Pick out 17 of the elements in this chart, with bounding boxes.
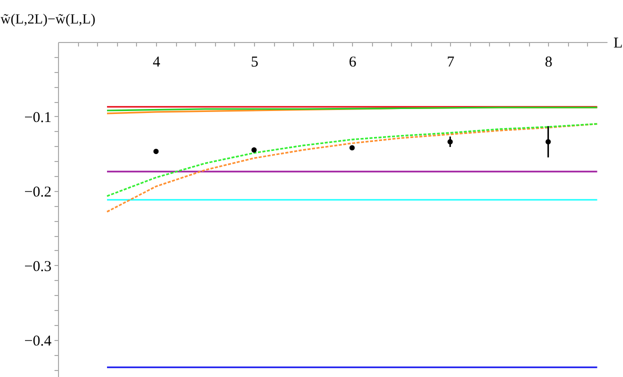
point <box>546 139 551 144</box>
point <box>447 139 453 144</box>
line-series <box>106 123 598 197</box>
y-tick-label: −0.3 <box>24 258 52 275</box>
x-tick-label: 6 <box>348 54 357 70</box>
x-tick-label: 7 <box>446 54 455 70</box>
point <box>153 148 159 154</box>
line-series <box>106 123 598 213</box>
x-tick-label: 4 <box>152 54 161 70</box>
y-tick-label: −0.1 <box>24 110 52 126</box>
y-axis-title: w̃(L,2L)−w̃(L,L) <box>0 12 96 28</box>
point <box>251 147 257 153</box>
y-tick-label: −0.4 <box>24 333 52 350</box>
x-tick-label: 8 <box>544 54 552 70</box>
y-tick-label: −0.2 <box>24 184 52 200</box>
x-tick-label: 5 <box>250 54 258 70</box>
x-axis-title: L <box>614 36 623 52</box>
